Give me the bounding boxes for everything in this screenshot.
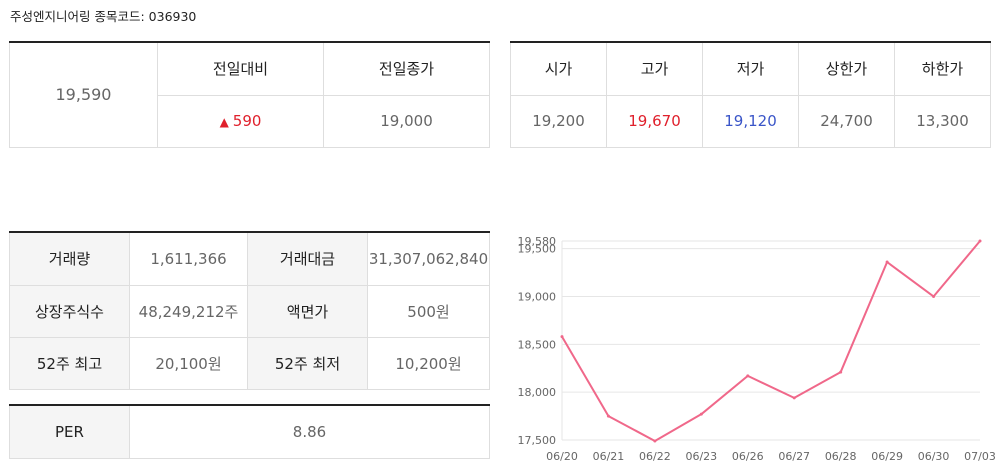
high-label: 고가 [606,41,703,96]
par-value-label: 액면가 [247,284,368,338]
x-tick-label: 06/28 [825,450,857,463]
change-cell: ▲ 590 [157,94,324,148]
x-tick-label: 06/20 [546,450,578,463]
lower-limit-value: 13,300 [894,94,991,148]
low-label: 저가 [702,41,799,96]
data-point [885,260,889,264]
upper-limit-value: 24,700 [798,94,895,148]
data-point [839,370,843,374]
data-point [978,239,982,243]
per-value: 8.86 [129,404,490,459]
y-tick-label: 19,500 [518,243,557,256]
week52-low-label: 52주 최저 [247,336,368,390]
per-table: PER 8.86 [9,404,490,459]
week52-high-value: 20,100원 [129,336,248,390]
price-series-line [561,240,981,442]
open-label: 시가 [510,41,607,96]
x-tick-label: 06/26 [732,450,764,463]
par-value-value: 500원 [367,284,490,338]
current-price: 19,590 [9,41,158,148]
lower-limit-label: 하한가 [894,41,991,96]
trade-amount-value: 31,307,062,840 [367,231,490,286]
trade-amount-label: 거래대금 [247,231,368,286]
listed-shares-label: 상장주식수 [9,284,130,338]
x-tick-label: 06/21 [593,450,625,463]
data-point [746,374,750,378]
data-point [653,439,657,443]
data-point [792,396,796,400]
volume-label: 거래량 [9,231,130,286]
prev-close-value: 19,000 [323,94,490,148]
x-tick-label: 06/30 [918,450,950,463]
x-tick-label: 06/27 [778,450,810,463]
data-point [932,294,936,298]
y-max-label: 19,580 [518,235,557,248]
price-table: 19,590 전일대비 전일종가 ▲ 590 19,000 [9,41,490,148]
upper-limit-label: 상한가 [798,41,895,96]
data-point [560,335,564,339]
data-point [699,412,703,416]
prev-close-label: 전일종가 [323,41,490,96]
x-tick-label: 07/03 [964,450,996,463]
x-tick-label: 06/23 [685,450,717,463]
per-label: PER [9,404,130,459]
info-table: 거래량 1,611,366 거래대금 31,307,062,840 상장주식수 … [9,231,490,390]
high-value: 19,670 [606,94,703,148]
stock-title: 주성엔지니어링 종목코드: 036930 [10,9,197,24]
y-tick-label: 18,000 [518,386,557,399]
listed-shares-value: 48,249,212주 [129,284,248,338]
x-tick-label: 06/22 [639,450,671,463]
open-value: 19,200 [510,94,607,148]
y-tick-label: 18,500 [518,338,557,351]
change-label: 전일대비 [157,41,324,96]
x-tick-label: 06/29 [871,450,903,463]
week52-high-label: 52주 최고 [9,336,130,390]
volume-value: 1,611,366 [129,231,248,286]
y-tick-label: 19,000 [518,290,557,303]
low-value: 19,120 [702,94,799,148]
y-tick-label: 17,500 [518,434,557,447]
up-triangle-icon: ▲ [219,115,229,129]
ohlc-table: 시가 고가 저가 상한가 하한가 19,200 19,670 19,120 24… [510,41,991,148]
week52-low-value: 10,200원 [367,336,490,390]
change-value: 590 [232,112,262,130]
data-point [606,414,610,418]
